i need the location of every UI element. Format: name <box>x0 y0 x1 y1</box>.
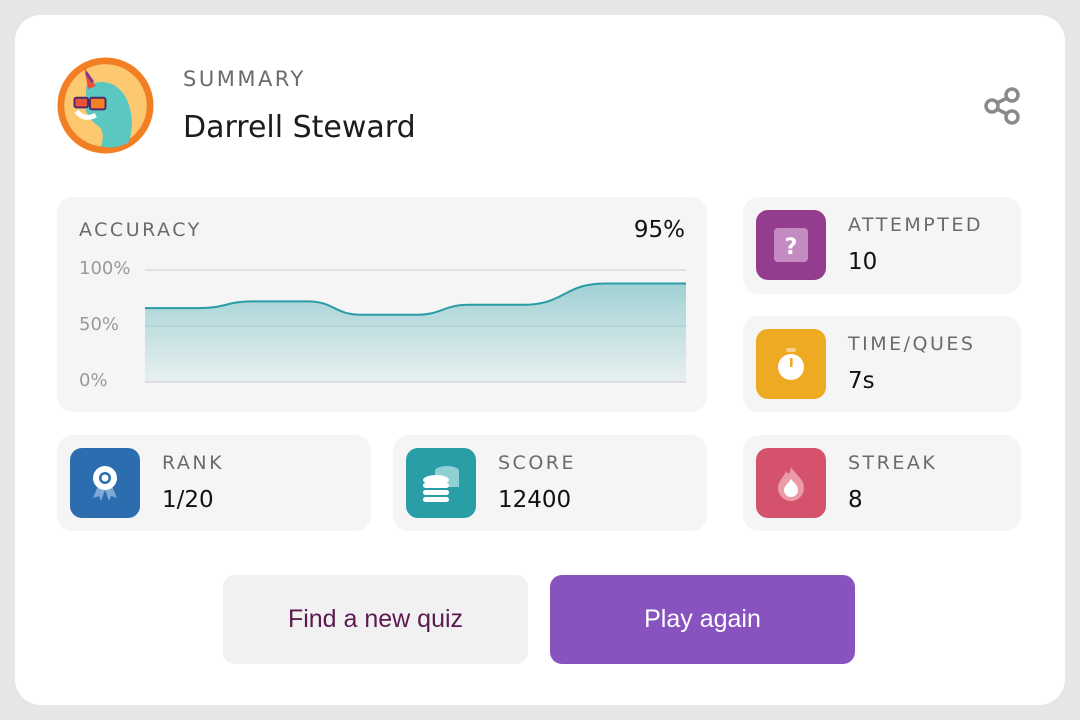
stat-label: SCORE <box>498 452 576 474</box>
accuracy-area <box>145 283 686 382</box>
y-tick: 0% <box>79 370 108 391</box>
svg-text:?: ? <box>785 235 798 260</box>
stat-attempted: ? ATTEMPTED 10 <box>743 197 1021 294</box>
stat-streak: STREAK 8 <box>743 435 1021 531</box>
stat-rank: RANK 1/20 <box>57 435 371 531</box>
stat-label: TIME/QUES <box>848 333 976 355</box>
player-name: Darrell Steward <box>183 110 416 145</box>
accuracy-value: 95% <box>633 217 685 243</box>
stat-label: RANK <box>162 452 225 474</box>
stat-label: ATTEMPTED <box>848 214 983 236</box>
award-ribbon-icon <box>70 448 140 518</box>
flame-icon <box>756 448 826 518</box>
accuracy-chart <box>145 269 686 383</box>
question-icon: ? <box>756 210 826 280</box>
y-tick: 100% <box>79 258 131 279</box>
play-again-button[interactable]: Play again <box>550 575 855 664</box>
stat-score: SCORE 12400 <box>393 435 707 531</box>
find-new-quiz-button[interactable]: Find a new quiz <box>223 575 528 664</box>
summary-label: SUMMARY <box>183 67 306 91</box>
stat-time-per-question: TIME/QUES 7s <box>743 316 1021 412</box>
accuracy-panel: ACCURACY 95% 100% 50% 0% <box>57 197 707 412</box>
stat-value: 8 <box>848 487 863 513</box>
stat-value: 7s <box>848 368 875 394</box>
stat-value: 1/20 <box>162 487 214 513</box>
stat-label: STREAK <box>848 452 938 474</box>
accuracy-line <box>145 282 686 316</box>
accuracy-label: ACCURACY <box>79 219 202 241</box>
coins-icon <box>406 448 476 518</box>
stat-value: 12400 <box>498 487 572 513</box>
stat-value: 10 <box>848 249 878 275</box>
y-tick: 50% <box>79 314 120 335</box>
share-icon[interactable] <box>982 86 1022 126</box>
stopwatch-icon <box>756 329 826 399</box>
avatar <box>57 57 154 154</box>
